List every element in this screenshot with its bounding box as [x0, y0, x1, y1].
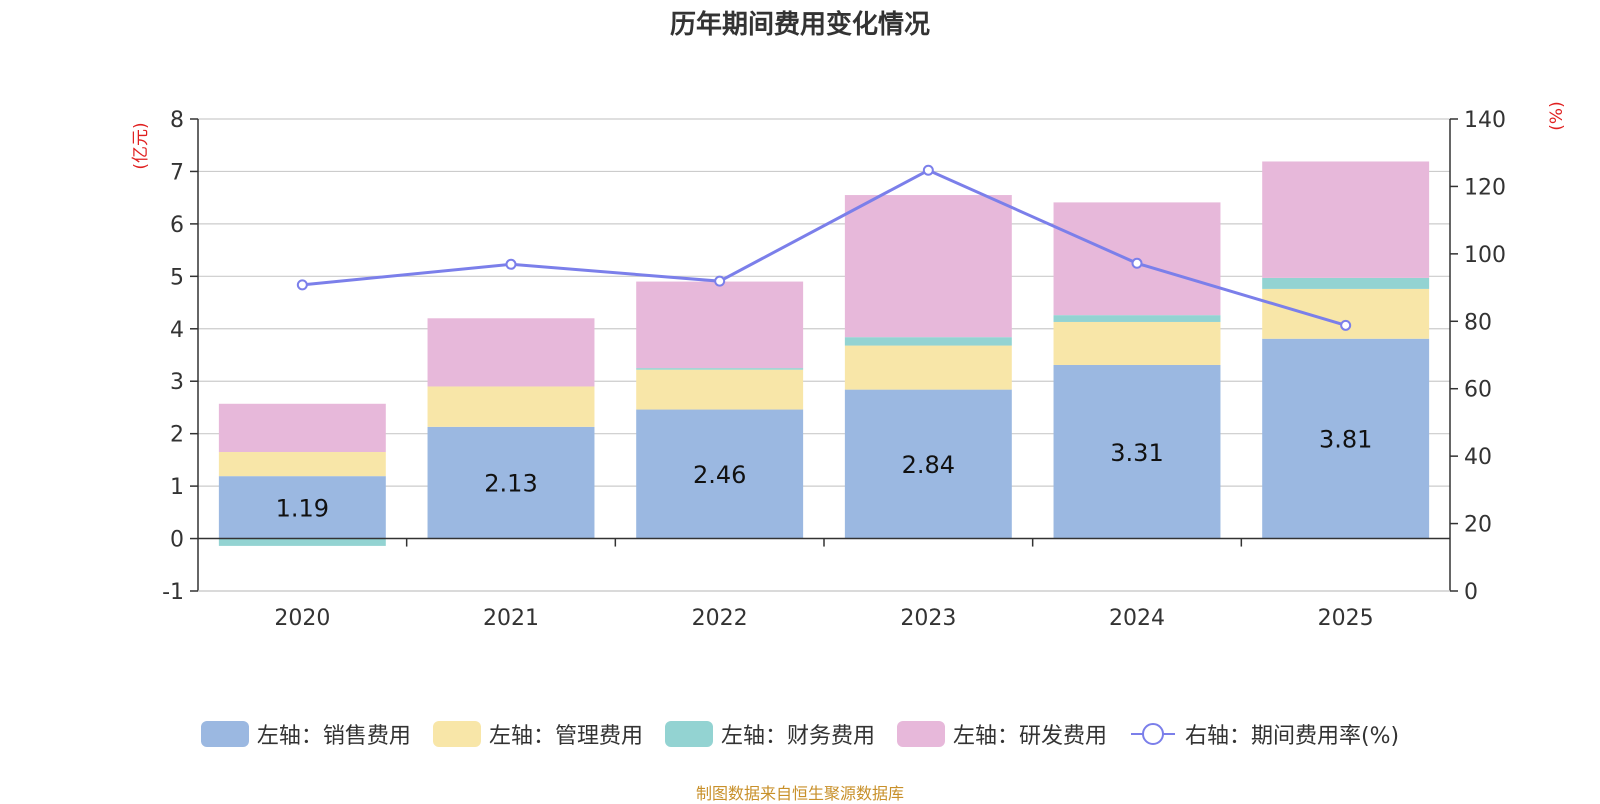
- legend-item[interactable]: 右轴：期间费用率(%): [1129, 718, 1399, 750]
- bar-segment: [427, 318, 595, 387]
- x-tick-label: 2021: [483, 606, 539, 631]
- bar-segment: [427, 426, 595, 539]
- legend-swatch: [200, 721, 249, 747]
- x-tick-label: 2025: [1318, 606, 1374, 631]
- bar-segment: [844, 345, 1012, 390]
- bar-segment: [636, 368, 804, 370]
- legend-line-marker-icon: [1130, 723, 1175, 745]
- y-left-tick-label: 8: [170, 108, 184, 133]
- source-note: 制图数据来自恒生聚源数据库: [695, 784, 904, 803]
- bar-segment: [1262, 277, 1430, 289]
- legend-swatch: [432, 721, 481, 747]
- bar-segment: [427, 386, 595, 427]
- y-left-tick-label: 3: [170, 370, 184, 395]
- rate-line: [302, 168, 1347, 327]
- legend-item[interactable]: 左轴：销售费用: [200, 718, 411, 750]
- legend-label: 左轴：销售费用: [256, 724, 411, 749]
- bar-segment: [844, 195, 1012, 338]
- y-right-tick-label: 140: [1464, 108, 1506, 133]
- y-left-tick-label: 5: [170, 265, 184, 290]
- bar-value-label: 2.46: [693, 461, 746, 489]
- bar-segment: [844, 337, 1012, 346]
- bar-segment: [1053, 321, 1221, 365]
- x-tick-label: 2022: [692, 606, 748, 631]
- y-left-tick-label: 1: [170, 475, 184, 500]
- legend-swatch: [896, 721, 945, 747]
- y-right-tick-label: 120: [1464, 175, 1506, 200]
- rate-point: [1340, 319, 1352, 331]
- bar-segment: [1262, 338, 1430, 539]
- legend-label: 左轴：管理费用: [488, 724, 643, 749]
- bar-value-label: 2.84: [902, 451, 955, 479]
- bar-segment: [636, 281, 804, 369]
- bar-segment: [1053, 364, 1221, 539]
- legend-item[interactable]: 左轴：管理费用: [432, 718, 643, 750]
- y-right-axis-label: (%): [1547, 101, 1567, 130]
- y-right-tick-label: 20: [1464, 513, 1492, 538]
- bar-segment: [218, 476, 386, 539]
- legend-swatch: [664, 721, 713, 747]
- legend-label: 右轴：期间费用率(%): [1184, 724, 1400, 749]
- bar-segment: [218, 538, 386, 546]
- bar-value-label: 3.31: [1110, 439, 1163, 467]
- rate-point: [505, 258, 517, 270]
- bar-value-label: 1.19: [276, 494, 329, 522]
- y-left-tick-label: -1: [162, 580, 184, 605]
- rate-point: [714, 275, 726, 287]
- legend-label: 左轴：研发费用: [952, 724, 1107, 749]
- bar-segment: [1262, 161, 1430, 278]
- legend-label: 左轴：财务费用: [720, 724, 875, 749]
- rate-point: [296, 279, 308, 291]
- bar-segment: [1262, 288, 1430, 339]
- y-left-tick-label: 7: [170, 160, 184, 185]
- bar-segment: [1053, 315, 1221, 322]
- bar-segment: [218, 452, 386, 477]
- y-left-tick-label: 2: [170, 423, 184, 448]
- y-right-tick-label: 40: [1464, 445, 1492, 470]
- rate-point: [922, 164, 934, 176]
- chart-title: 历年期间费用变化情况: [669, 10, 930, 40]
- bar-segment: [844, 389, 1012, 539]
- bar-value-label: 3.81: [1319, 426, 1372, 454]
- rate-point: [1131, 257, 1143, 269]
- x-tick-label: 2024: [1109, 606, 1165, 631]
- bar-value-label: 2.13: [484, 470, 537, 498]
- legend: 左轴：销售费用 左轴：管理费用 左轴：财务费用 左轴：研发费用 右轴：期间费用率(%): [0, 718, 1600, 750]
- bar-segment: [218, 403, 386, 453]
- y-right-tick-label: 0: [1464, 580, 1478, 605]
- y-left-tick-label: 0: [170, 528, 184, 553]
- y-right-tick-label: 100: [1464, 243, 1506, 268]
- y-left-tick-label: 6: [170, 213, 184, 238]
- y-left-tick-label: 4: [170, 318, 184, 343]
- y-left-axis-label: (亿元): [131, 122, 151, 169]
- legend-item[interactable]: 左轴：研发费用: [896, 718, 1107, 750]
- y-right-tick-label: 60: [1464, 378, 1492, 403]
- bar-segment: [636, 369, 804, 410]
- x-tick-label: 2020: [274, 606, 330, 631]
- bar-segment: [636, 409, 804, 539]
- legend-item[interactable]: 左轴：财务费用: [664, 718, 875, 750]
- x-tick-label: 2023: [900, 606, 956, 631]
- y-right-tick-label: 80: [1464, 310, 1492, 335]
